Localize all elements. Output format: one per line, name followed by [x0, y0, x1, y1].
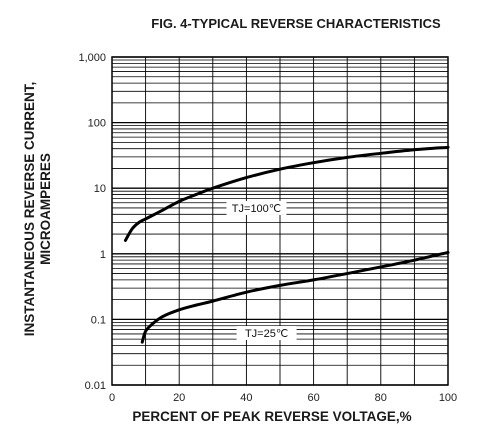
x-tick-label: 40: [240, 392, 252, 404]
series-label-tj-25c: TJ=25℃: [245, 328, 288, 340]
x-tick-labels: 0 20 40 60 80 100: [109, 392, 457, 404]
y-tick-label: 1: [100, 249, 106, 261]
y-tick-labels: 0.01 0.1 1 10 100 1,000: [78, 52, 106, 392]
y-tick-label: 100: [88, 118, 106, 130]
series-label-background: [226, 200, 287, 215]
series-label-background: [236, 326, 297, 341]
series-line-tj-100c: [123, 145, 450, 242]
series-label-tj-100c: TJ=100℃: [232, 203, 281, 215]
y-axis-label-line-1: INSTANTANEOUS REVERSE CURRENT,: [22, 82, 37, 337]
x-tick-label: 80: [375, 392, 387, 404]
plot-frame: [111, 56, 449, 386]
series-label-layer: TJ=100℃ TJ=25℃: [226, 200, 297, 341]
y-tick-label: 10: [94, 183, 106, 195]
y-tick-label: 0.1: [91, 314, 106, 326]
y-tick-label: 1,000: [78, 52, 106, 64]
chart-title: FIG. 4-TYPICAL REVERSE CHARACTERISTICS: [151, 16, 441, 31]
y-tick-label: 0.01: [85, 380, 106, 392]
x-tick-label: 100: [439, 392, 457, 404]
x-axis-label: PERCENT OF PEAK REVERSE VOLTAGE,%: [132, 409, 411, 424]
x-tick-label: 20: [173, 392, 185, 404]
y-axis-label-line-2: MICROAMPERES: [38, 153, 53, 265]
series-line-tj-25c: [140, 250, 450, 344]
series-layer: [123, 145, 450, 344]
x-tick-label: 0: [109, 392, 115, 404]
x-tick-label: 60: [307, 392, 319, 404]
